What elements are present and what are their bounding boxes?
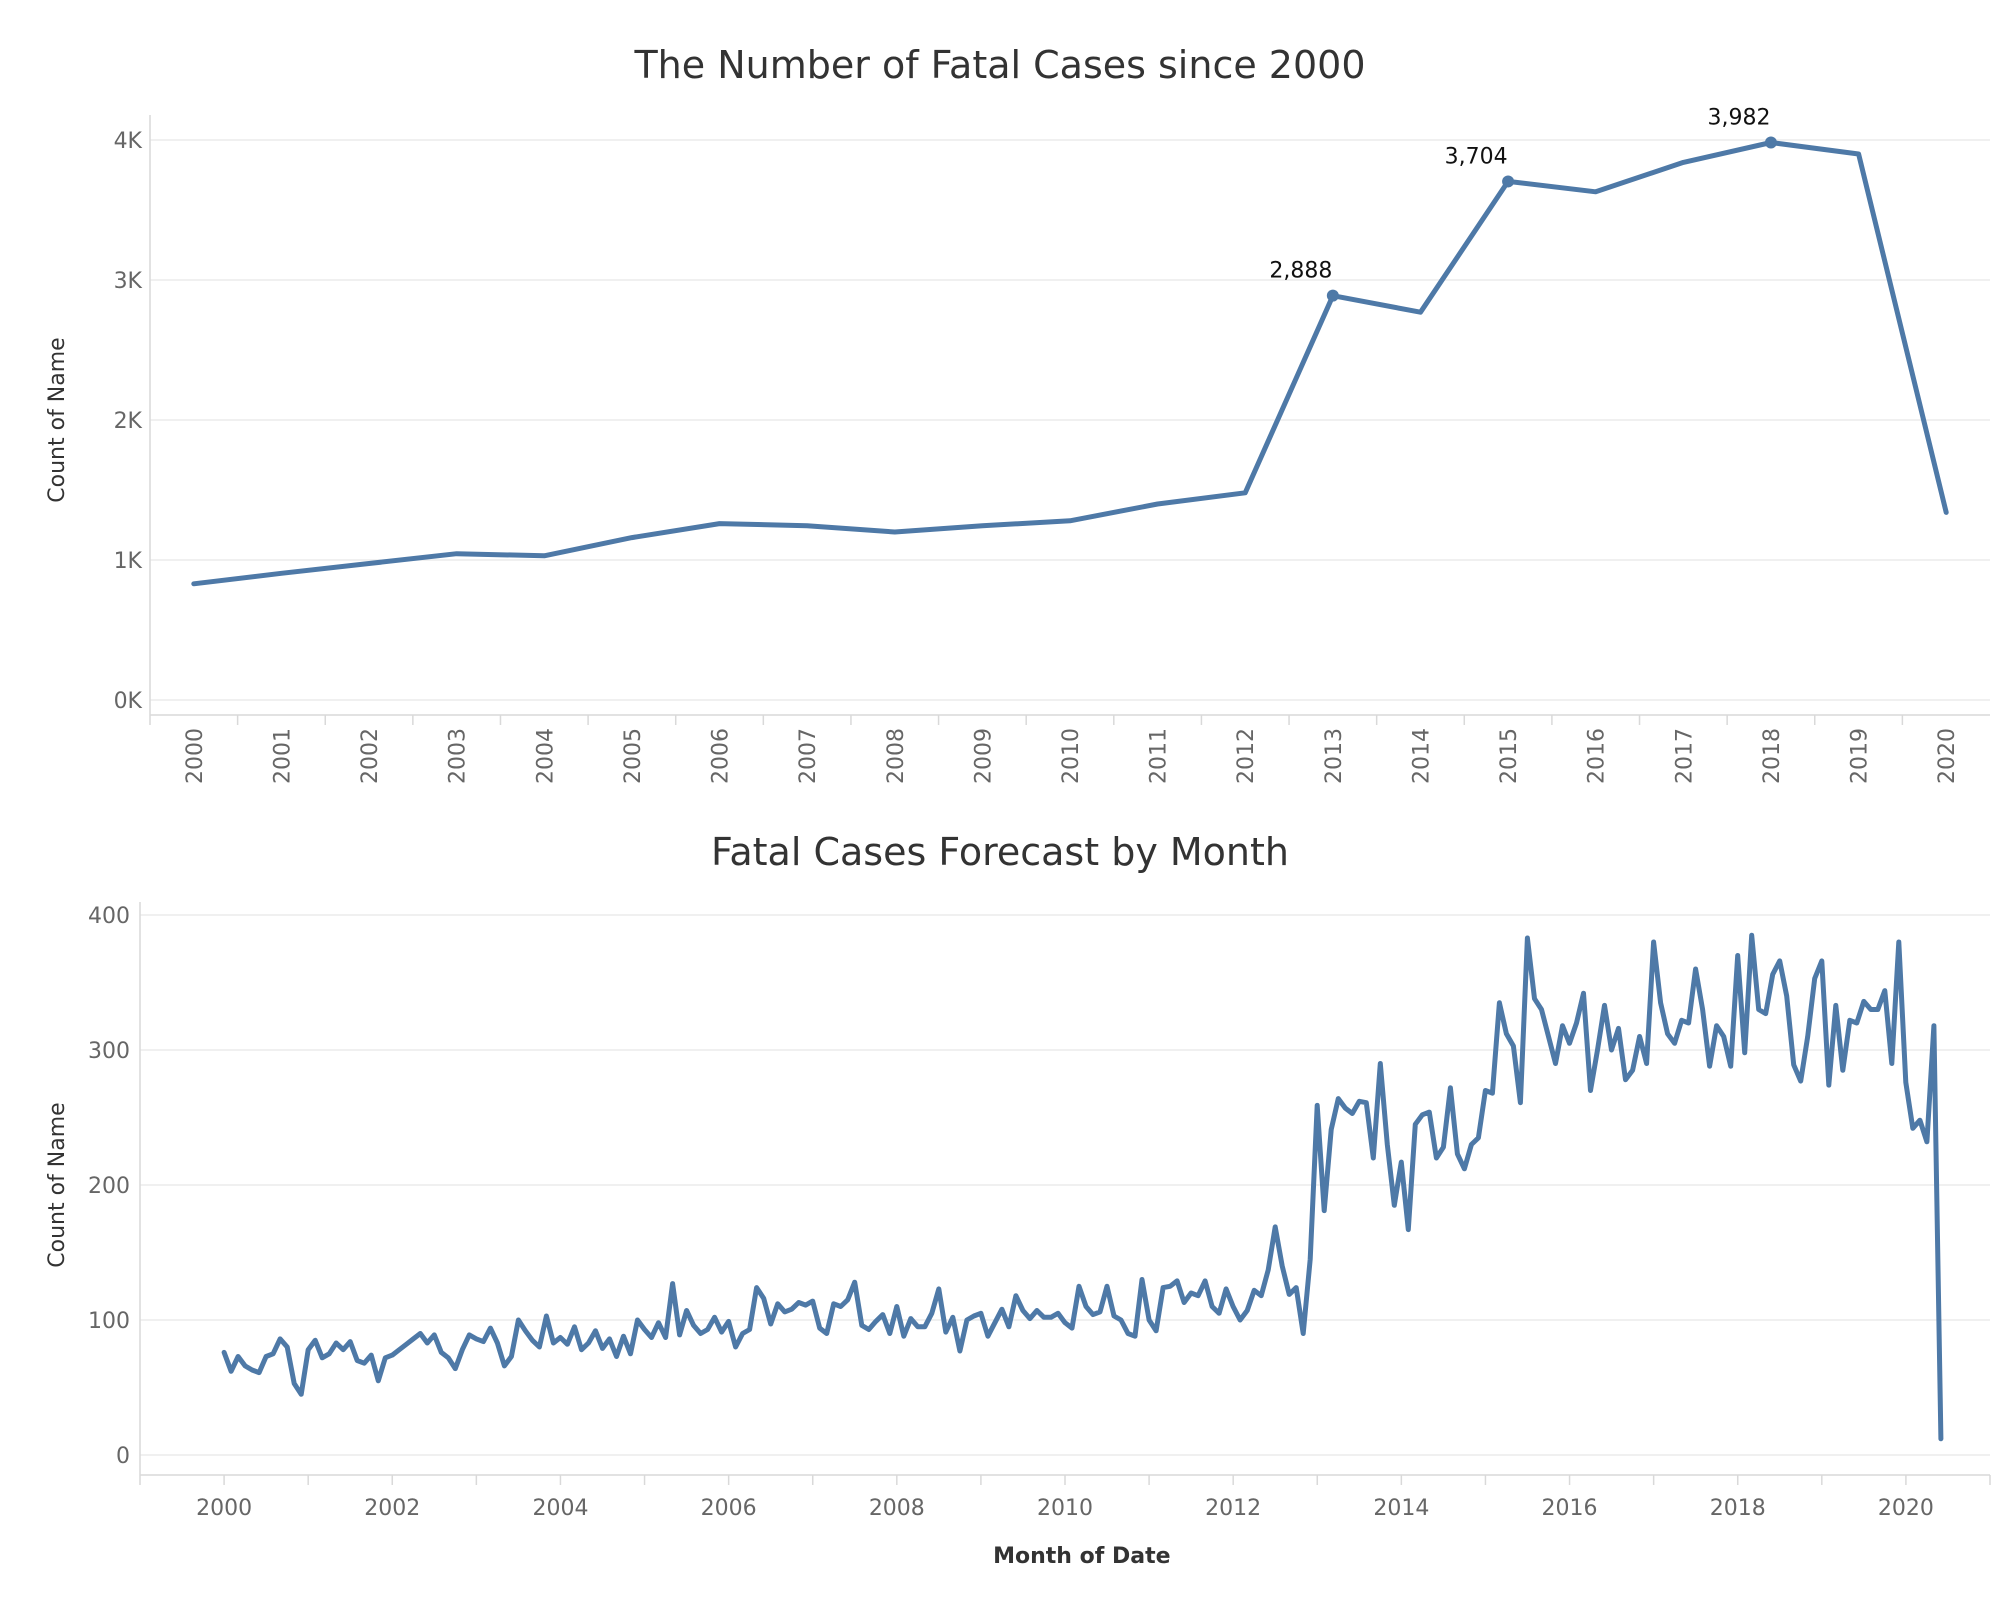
chart-title: The Number of Fatal Cases since 2000 (633, 43, 1365, 87)
x-tick-label: 2018 (1710, 1496, 1766, 1521)
x-tick-label: 2018 (1760, 728, 1785, 784)
x-tick-label: 2001 (270, 728, 295, 784)
x-tick-label: 2006 (701, 1496, 757, 1521)
x-tick-label: 2004 (533, 728, 558, 784)
y-tick-label: 0 (116, 1444, 130, 1469)
x-tick-label: 2012 (1234, 728, 1259, 784)
data-label: 3,704 (1445, 144, 1508, 169)
y-tick-label: 400 (88, 904, 130, 929)
y-tick-label: 0K (114, 689, 143, 714)
x-tick-label: 2011 (1147, 728, 1172, 784)
x-tick-label: 2010 (1037, 1496, 1093, 1521)
x-tick-label: 2007 (796, 728, 821, 784)
y-tick-label: 100 (88, 1309, 130, 1334)
x-tick-label: 2012 (1205, 1496, 1261, 1521)
x-tick-label: 2020 (1935, 728, 1960, 784)
x-tick-label: 2000 (196, 1496, 252, 1521)
x-tick-label: 2002 (364, 1496, 420, 1521)
x-axis-title: Month of Date (993, 1544, 1170, 1569)
chart-fatal-cases-by-year: The Number of Fatal Cases since 2000 0K 1K… (45, 43, 1990, 784)
y-tick-label: 2K (114, 409, 143, 434)
y-axis-title: Count of Name (45, 337, 70, 502)
x-tick-label: 2006 (709, 728, 734, 784)
x-tick-label: 2004 (532, 1496, 588, 1521)
y-tick-label: 4K (114, 129, 143, 154)
y-axis-title: Count of Name (45, 1102, 70, 1267)
chart-title: Fatal Cases Forecast by Month (711, 830, 1289, 874)
data-label: 2,888 (1269, 259, 1332, 284)
x-tick-label: 2020 (1878, 1496, 1934, 1521)
x-tick-label: 2005 (621, 728, 646, 784)
x-tick-label: 2003 (446, 728, 471, 784)
chart-fatal-cases-by-month: Fatal Cases Forecast by Month 0 100 200 300 4… (45, 830, 1991, 1569)
x-tick-label: 2008 (869, 1496, 925, 1521)
x-tick-label: 2016 (1585, 728, 1610, 784)
x-tick-label: 2010 (1059, 728, 1084, 784)
x-tick-label: 2015 (1497, 728, 1522, 784)
x-tick-label: 2009 (971, 728, 996, 784)
x-tick-label: 2013 (1322, 728, 1347, 784)
x-tick-label: 2000 (183, 728, 208, 784)
data-label: 3,982 (1707, 106, 1770, 131)
highlight-marker (1764, 136, 1777, 149)
y-tick-label: 3K (114, 269, 143, 294)
x-tick-label: 2002 (358, 728, 383, 784)
y-tick-label: 200 (88, 1174, 130, 1199)
x-tick-label: 2014 (1409, 728, 1434, 784)
highlight-marker (1326, 289, 1339, 302)
highlight-marker (1502, 175, 1515, 188)
series-line (191, 140, 1949, 587)
x-tick-label: 2017 (1672, 728, 1697, 784)
y-tick-label: 300 (88, 1039, 130, 1064)
x-tick-label: 2019 (1848, 728, 1873, 784)
y-tick-label: 1K (114, 549, 143, 574)
x-tick-label: 2008 (884, 728, 909, 784)
x-tick-label: 2016 (1542, 1496, 1598, 1521)
x-tick-label: 2014 (1373, 1496, 1429, 1521)
series-line (221, 932, 1944, 1442)
